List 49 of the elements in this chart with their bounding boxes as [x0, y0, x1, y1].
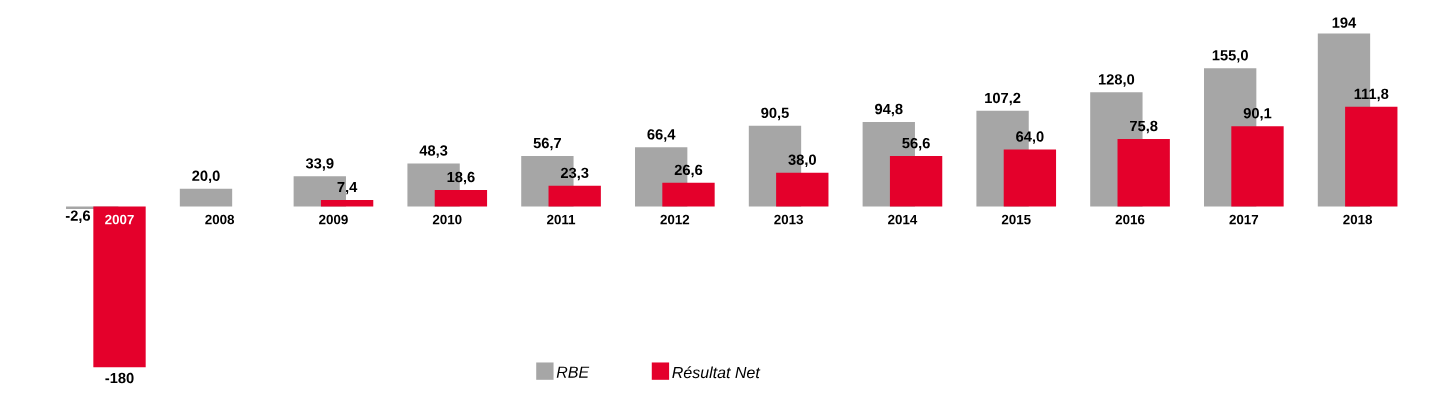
bar — [93, 206, 146, 368]
x-tick-label: 2012 — [660, 214, 690, 225]
data-label: 94,8 — [875, 103, 903, 117]
bar — [179, 188, 233, 207]
data-label: 111,8 — [1354, 88, 1389, 102]
bar — [320, 199, 374, 207]
data-label: 56,6 — [902, 137, 930, 151]
x-tick-label: 2011 — [547, 214, 576, 225]
x-tick-label: 2007 — [105, 214, 134, 225]
x-tick-label: 2009 — [319, 214, 348, 225]
data-label: 20,0 — [192, 170, 220, 184]
data-label: 128,0 — [1098, 74, 1135, 87]
data-label: 48,3 — [419, 145, 448, 158]
data-label: -180 — [105, 372, 134, 384]
x-tick-label: 2014 — [888, 214, 918, 225]
data-label: 56,7 — [533, 137, 562, 151]
bar — [1231, 126, 1284, 207]
x-tick-label: 2010 — [432, 214, 462, 225]
data-label: 23,3 — [560, 167, 589, 181]
bar — [776, 172, 829, 207]
data-label: 7,4 — [337, 182, 358, 195]
data-label: 107,2 — [985, 92, 1021, 106]
x-tick-label: 2015 — [1001, 214, 1031, 225]
data-label: 90,1 — [1243, 108, 1272, 121]
data-label: 38,0 — [788, 154, 816, 168]
data-label: 155,0 — [1212, 50, 1248, 63]
data-label: 18,6 — [447, 171, 475, 185]
x-tick-label: 2017 — [1229, 214, 1259, 225]
bar — [889, 156, 943, 207]
bar — [1345, 106, 1398, 207]
x-tick-label: 2016 — [1115, 214, 1145, 225]
bar — [434, 189, 488, 207]
data-label: 64,0 — [1016, 131, 1044, 144]
bar — [1003, 149, 1057, 207]
data-label: 66,4 — [647, 129, 676, 142]
bar — [548, 185, 601, 207]
data-label: 33,9 — [305, 158, 334, 171]
data-label: 90,5 — [761, 107, 789, 121]
legend-label: Résultat Net — [672, 366, 761, 379]
x-tick-label: 2013 — [774, 214, 803, 225]
x-tick-label: 2008 — [205, 214, 235, 225]
data-label: -2,6 — [65, 210, 91, 223]
data-label: 26,6 — [674, 164, 703, 178]
bar — [662, 182, 715, 207]
data-label: 75,8 — [1130, 120, 1158, 134]
bar — [1117, 138, 1170, 207]
x-tick-label: 2018 — [1343, 214, 1373, 225]
data-label: 194 — [1332, 17, 1357, 28]
legend-label: RBE — [556, 366, 590, 378]
